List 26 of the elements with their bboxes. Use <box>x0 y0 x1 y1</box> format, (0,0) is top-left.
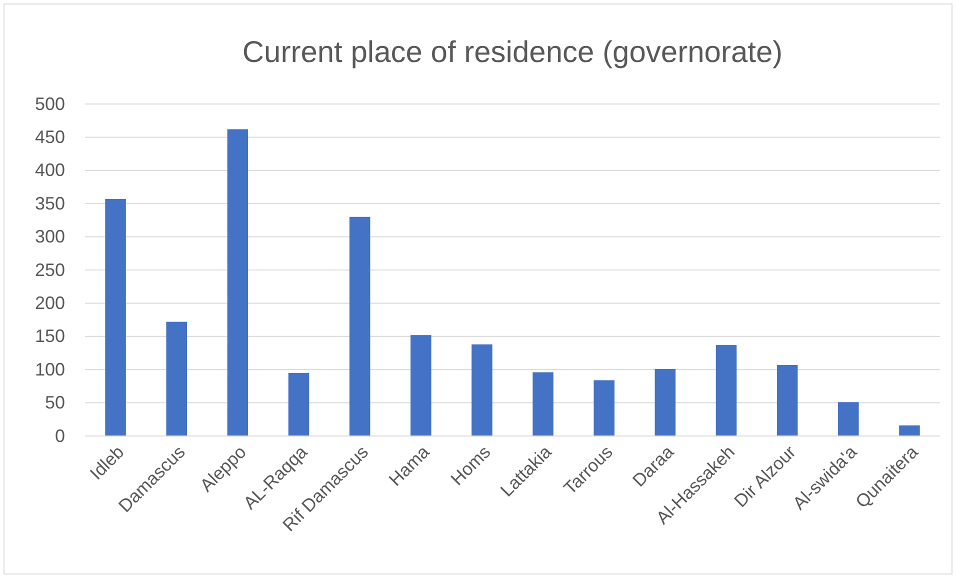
bar <box>227 129 248 436</box>
bar <box>776 364 798 436</box>
bar <box>288 372 310 436</box>
bar <box>838 402 859 436</box>
y-tick-label: 150 <box>34 326 65 346</box>
bar <box>532 372 554 436</box>
y-tick-label: 250 <box>34 260 65 280</box>
y-tick-label: 450 <box>34 126 65 147</box>
y-tick-label: 0 <box>54 426 65 446</box>
chart-title: Current place of residence (governorate) <box>242 36 783 69</box>
bar <box>105 198 126 436</box>
bar <box>472 344 492 436</box>
y-tick-label: 100 <box>34 359 65 380</box>
y-tick-label: 350 <box>34 193 65 214</box>
bar <box>594 380 614 436</box>
bar <box>410 335 432 436</box>
y-tick-label: 50 <box>44 392 65 413</box>
y-tick-label: 400 <box>34 160 65 180</box>
y-tick-label: 200 <box>34 292 65 313</box>
bar <box>899 425 920 436</box>
bar <box>349 216 370 436</box>
y-tick-label: 500 <box>34 94 65 114</box>
bar <box>716 345 737 436</box>
bar <box>654 368 676 436</box>
bar <box>166 322 187 436</box>
y-tick-label: 300 <box>34 226 65 247</box>
